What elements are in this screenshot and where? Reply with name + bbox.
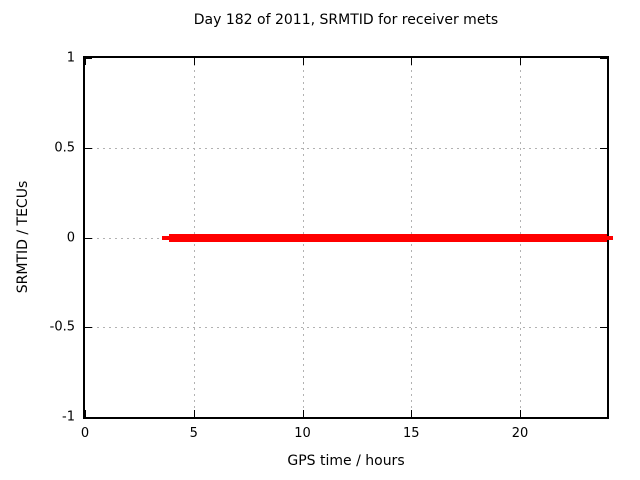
y-tick-mark bbox=[600, 147, 607, 149]
y-tick-label: -1 bbox=[62, 409, 75, 425]
x-tick-mark bbox=[302, 58, 304, 65]
x-tick-mark bbox=[411, 410, 413, 417]
series-line-srmtid bbox=[162, 235, 169, 240]
y-tick-label: -0.5 bbox=[49, 319, 75, 335]
x-tick-mark bbox=[520, 410, 521, 417]
y-tick-mark bbox=[85, 327, 92, 329]
y-tick-mark bbox=[85, 58, 92, 59]
plot-area: 0 5 10 15 20 -1 -0.5 0 0.5 1 bbox=[50, 51, 614, 441]
x-tick-label: 5 bbox=[189, 426, 198, 441]
y-tick-label: 0 bbox=[66, 230, 75, 245]
x-tick-mark bbox=[520, 58, 521, 65]
y-tick-mark bbox=[85, 237, 92, 239]
series-line-srmtid bbox=[607, 235, 614, 240]
chart-title: Day 182 of 2011, SRMTID for receiver met… bbox=[193, 12, 499, 28]
y-tick-mark bbox=[600, 327, 607, 329]
y-tick-label: 1 bbox=[66, 50, 75, 66]
x-tick-label: 0 bbox=[80, 426, 90, 441]
x-tick-mark bbox=[411, 58, 413, 65]
y-axis-label: SRMTID / TECUs bbox=[15, 180, 31, 294]
x-tick-mark bbox=[302, 410, 304, 417]
x-tick-label: 10 bbox=[294, 426, 311, 441]
x-tick-label: 20 bbox=[511, 426, 529, 441]
x-tick-mark bbox=[85, 58, 86, 65]
y-tick-mark bbox=[600, 58, 607, 59]
x-tick-mark bbox=[193, 58, 195, 65]
y-tick-label: 0.5 bbox=[54, 140, 75, 156]
y-tick-mark bbox=[85, 147, 92, 149]
y-tick-mark bbox=[600, 417, 607, 418]
x-tick-mark bbox=[85, 410, 86, 417]
x-axis-label: GPS time / hours bbox=[287, 453, 405, 469]
x-tick-mark bbox=[193, 410, 195, 417]
y-gridline bbox=[85, 147, 607, 149]
y-tick-mark bbox=[85, 417, 92, 418]
x-tick-label: 15 bbox=[402, 426, 420, 441]
series-line-srmtid bbox=[168, 233, 607, 242]
y-gridline bbox=[85, 327, 607, 329]
